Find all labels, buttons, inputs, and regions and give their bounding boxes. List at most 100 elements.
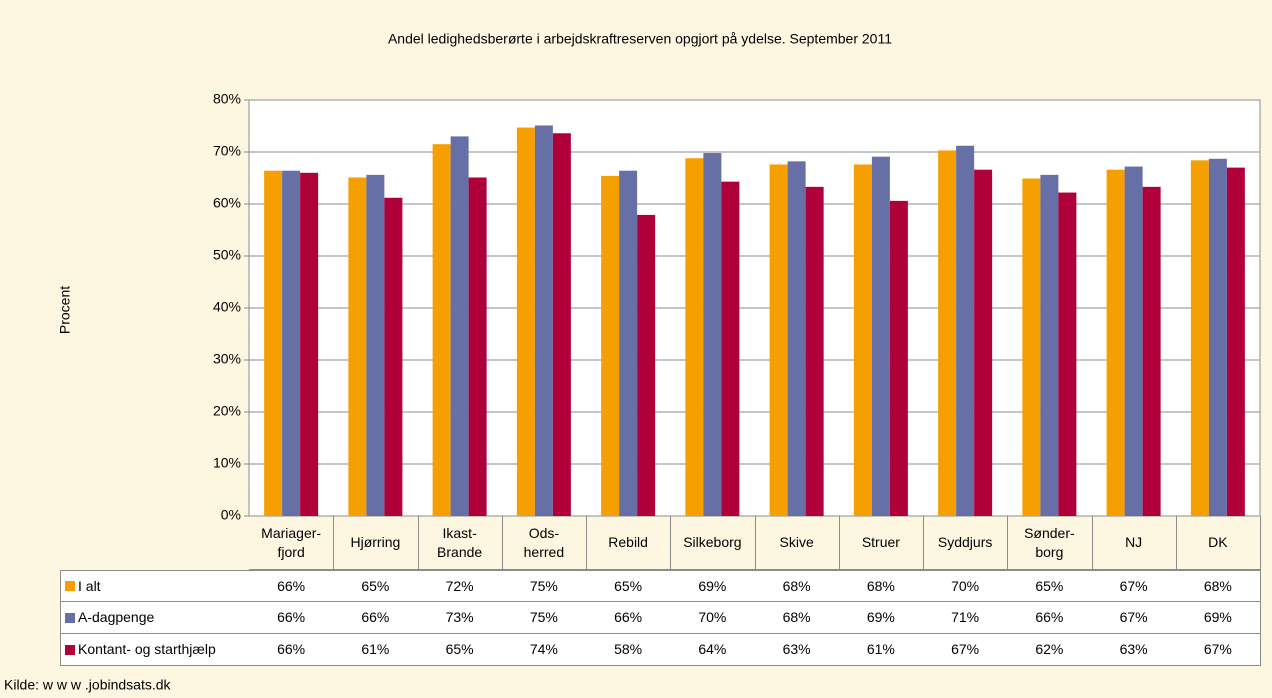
- legend-key: [65, 612, 75, 623]
- bar: [264, 170, 283, 516]
- table-value: 68%: [754, 602, 840, 634]
- table-value: 62%: [1007, 634, 1093, 666]
- bar: [871, 156, 890, 516]
- table-value: 75%: [501, 602, 587, 634]
- table-value: 65%: [586, 570, 672, 602]
- table-value: 61%: [838, 634, 924, 666]
- bar: [1040, 174, 1059, 516]
- bar: [300, 172, 319, 517]
- bar: [1190, 160, 1209, 516]
- table-value: 75%: [501, 570, 587, 602]
- bar: [956, 145, 975, 516]
- chart-title: Andel ledighedsberørte i arbejdskraftres…: [388, 31, 892, 47]
- table-value: 69%: [1175, 602, 1261, 634]
- bar: [384, 197, 403, 516]
- y-tick-label: 40%: [213, 299, 241, 315]
- table-value: 72%: [417, 570, 503, 602]
- table-value: 66%: [249, 602, 335, 634]
- table-value: 66%: [1007, 602, 1093, 634]
- bar: [685, 158, 704, 517]
- bar: [1022, 178, 1041, 516]
- table-value: 63%: [1091, 634, 1177, 666]
- bar: [432, 144, 451, 516]
- table-value: 66%: [586, 602, 672, 634]
- bar: [619, 170, 638, 516]
- legend-key: [65, 581, 75, 591]
- table-value: 66%: [249, 570, 335, 602]
- y-tick-label: 70%: [213, 143, 241, 159]
- x-tick-label: Rebild: [586, 516, 672, 570]
- y-tick-label: 60%: [213, 195, 241, 211]
- table-value: 66%: [249, 634, 335, 666]
- table-value: 67%: [1175, 634, 1261, 666]
- bar: [787, 161, 806, 517]
- legend-entry: A-dagpenge: [60, 602, 250, 634]
- bar: [1208, 158, 1227, 516]
- bar: [1106, 169, 1125, 516]
- table-value: 65%: [333, 570, 419, 602]
- table-value: 64%: [670, 634, 756, 666]
- bar: [1058, 192, 1077, 516]
- bar: [366, 174, 385, 516]
- legend-label: Kontant- og starthjælp: [78, 641, 216, 657]
- bar: [637, 214, 656, 517]
- legend-entry: Kontant- og starthjælp: [60, 634, 250, 666]
- y-tick-label: 50%: [213, 247, 241, 263]
- bar: [721, 181, 740, 516]
- table-value: 67%: [923, 634, 1009, 666]
- table-value: 74%: [501, 634, 587, 666]
- bar: [1124, 166, 1143, 516]
- x-tick-label: Syddjurs: [923, 516, 1009, 570]
- legend-entry: I alt: [60, 570, 250, 602]
- table-value: 68%: [1175, 570, 1261, 602]
- table-value: 63%: [754, 634, 840, 666]
- bar: [974, 169, 993, 516]
- table-value: 68%: [754, 570, 840, 602]
- bar: [516, 127, 535, 516]
- y-tick-label: 80%: [213, 91, 241, 107]
- bar: [853, 164, 872, 517]
- legend-label: A-dagpenge: [78, 609, 155, 625]
- table-value: 70%: [670, 602, 756, 634]
- x-tick-label: Silkeborg: [670, 516, 756, 570]
- bar: [282, 170, 301, 516]
- y-tick-label: 30%: [213, 351, 241, 367]
- bar: [938, 150, 957, 516]
- table-value: 58%: [586, 634, 672, 666]
- y-tick-label: 0%: [221, 507, 241, 523]
- table-value: 69%: [838, 602, 924, 634]
- legend-key: [65, 644, 75, 655]
- x-tick-label: Ods- herred: [501, 516, 587, 570]
- y-tick-label: 10%: [213, 455, 241, 471]
- bar: [534, 125, 553, 516]
- x-tick-label: Skive: [754, 516, 840, 570]
- x-tick-label: Hjørring: [333, 516, 419, 570]
- y-tick-label: 20%: [213, 403, 241, 419]
- bar: [450, 136, 469, 516]
- bar: [703, 153, 722, 517]
- table-value: 65%: [417, 634, 503, 666]
- bar: [805, 186, 824, 516]
- table-value: 65%: [1007, 570, 1093, 602]
- table-value: 67%: [1091, 570, 1177, 602]
- legend-label: I alt: [78, 577, 101, 594]
- x-tick-label: Mariager- fjord: [249, 516, 335, 570]
- bar: [552, 133, 571, 516]
- bar: [889, 200, 908, 516]
- table-value: 69%: [670, 570, 756, 602]
- bar: [1142, 186, 1161, 516]
- x-tick-label: Sønder- borg: [1007, 516, 1093, 570]
- table-value: 68%: [838, 570, 924, 602]
- table-value: 61%: [333, 634, 419, 666]
- bar: [348, 177, 367, 517]
- table-value: 73%: [417, 602, 503, 634]
- table-value: 70%: [923, 570, 1009, 602]
- bar: [769, 164, 788, 517]
- x-tick-label: Ikast- Brande: [417, 516, 503, 570]
- bar: [601, 175, 620, 517]
- source-note: Kilde: w w w .jobindsats.dk: [4, 677, 172, 693]
- table-value: 71%: [923, 602, 1009, 634]
- bar: [1226, 167, 1245, 516]
